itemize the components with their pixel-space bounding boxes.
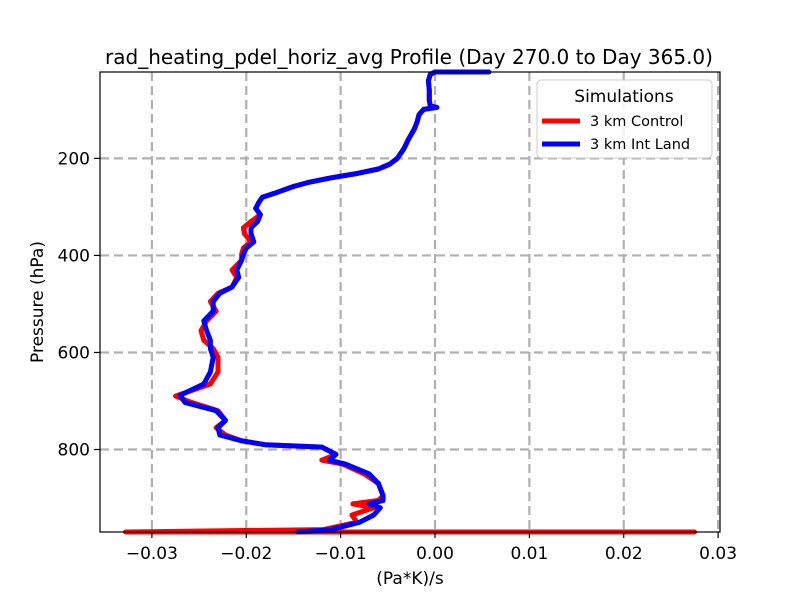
- series-line-int-land: [177, 69, 492, 535]
- y-tick-label-1: 400: [58, 246, 90, 266]
- chart-title: rad_heating_pdel_horiz_avg Profile (Day …: [105, 45, 713, 69]
- x-tick-label-6: 0.03: [699, 544, 737, 564]
- legend-label-control: 3 km Control: [590, 114, 683, 130]
- x-tick-label-5: 0.02: [605, 544, 643, 564]
- series-group: [123, 69, 697, 535]
- legend-title: Simulations: [574, 87, 674, 107]
- x-tick-label-1: −0.02: [220, 544, 272, 564]
- x-tick-label-0: −0.03: [126, 544, 178, 564]
- legend-box: [536, 79, 713, 159]
- y-tick-label-2: 600: [58, 343, 90, 363]
- y-axis-title: Pressure (hPa): [28, 241, 48, 363]
- plot-frame: [99, 71, 721, 533]
- y-axis: 200 400 600 800 Pressure (hPa): [28, 149, 100, 461]
- x-axis: −0.03 −0.02 −0.01 0.00 0.01 0.02 0.03 (P…: [126, 532, 737, 589]
- y-tick-label-3: 800: [58, 441, 90, 461]
- legend-label-int-land: 3 km Int Land: [590, 137, 690, 153]
- x-tick-label-3: 0.00: [416, 544, 454, 564]
- x-tick-label-2: −0.01: [315, 544, 367, 564]
- legend: Simulations 3 km Control 3 km Int Land: [536, 79, 713, 159]
- y-tick-label-0: 200: [58, 149, 90, 169]
- x-axis-title: (Pa*K)/s: [376, 569, 444, 589]
- x-tick-label-4: 0.01: [510, 544, 548, 564]
